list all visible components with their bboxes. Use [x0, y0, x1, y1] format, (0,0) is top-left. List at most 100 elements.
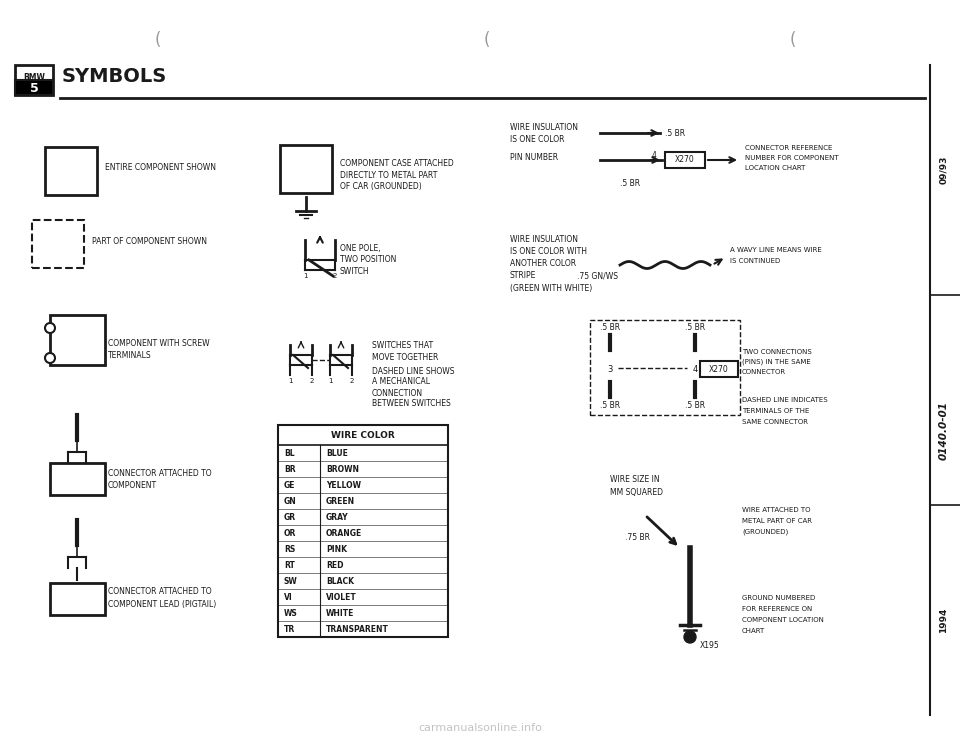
Text: DASHED LINE SHOWS: DASHED LINE SHOWS: [372, 367, 454, 376]
Text: 1: 1: [288, 378, 292, 384]
Text: CONNECTOR ATTACHED TO: CONNECTOR ATTACHED TO: [108, 588, 211, 597]
Bar: [50, 463, 105, 495]
Text: RT: RT: [284, 560, 295, 569]
Text: CONNECTOR: CONNECTOR: [742, 369, 786, 375]
Bar: [665, 152, 705, 168]
Text: TRANSPARENT: TRANSPARENT: [326, 624, 389, 633]
Text: WIRE INSULATION: WIRE INSULATION: [510, 236, 578, 245]
Text: TERMINALS OF THE: TERMINALS OF THE: [742, 408, 809, 414]
Text: CHART: CHART: [742, 628, 765, 634]
Text: 4: 4: [652, 152, 657, 161]
Text: GROUND NUMBERED: GROUND NUMBERED: [742, 595, 815, 601]
Bar: [15, 65, 53, 95]
Text: CONNECTION: CONNECTION: [372, 388, 423, 397]
Text: METAL PART OF CAR: METAL PART OF CAR: [742, 518, 812, 524]
Bar: [45, 147, 97, 195]
Text: TERMINALS: TERMINALS: [108, 350, 152, 359]
Text: YELLOW: YELLOW: [326, 481, 361, 490]
Text: STRIPE: STRIPE: [510, 272, 537, 280]
Bar: [700, 361, 738, 377]
Text: carmanualsonline.info: carmanualsonline.info: [418, 723, 542, 733]
Text: COMPONENT LEAD (PIGTAIL): COMPONENT LEAD (PIGTAIL): [108, 600, 216, 609]
Text: RS: RS: [284, 545, 296, 554]
Bar: [50, 583, 105, 615]
Text: 2: 2: [310, 378, 314, 384]
Text: .5 BR: .5 BR: [620, 179, 640, 187]
Text: .5 BR: .5 BR: [600, 322, 620, 332]
Text: COMPONENT WITH SCREW: COMPONENT WITH SCREW: [108, 339, 209, 347]
Text: .75 GN/WS: .75 GN/WS: [577, 272, 618, 280]
Text: BETWEEN SWITCHES: BETWEEN SWITCHES: [372, 400, 451, 408]
Text: 1: 1: [302, 273, 307, 279]
Text: A MECHANICAL: A MECHANICAL: [372, 377, 430, 386]
Text: IS ONE COLOR: IS ONE COLOR: [510, 135, 564, 144]
Text: .5 BR: .5 BR: [684, 400, 705, 409]
Text: BLUE: BLUE: [326, 449, 348, 458]
Text: TWO CONNECTIONS: TWO CONNECTIONS: [742, 349, 812, 355]
Text: WIRE INSULATION: WIRE INSULATION: [510, 124, 578, 132]
Circle shape: [45, 323, 55, 333]
Text: 09/93: 09/93: [940, 155, 948, 185]
Text: BR: BR: [284, 464, 296, 473]
Text: 2: 2: [333, 273, 337, 279]
Text: MOVE TOGETHER: MOVE TOGETHER: [372, 353, 439, 362]
Text: WS: WS: [284, 609, 298, 618]
Text: .5 BR: .5 BR: [665, 129, 685, 138]
Text: DASHED LINE INDICATES: DASHED LINE INDICATES: [742, 397, 828, 403]
Text: 1994: 1994: [940, 607, 948, 632]
Text: WIRE SIZE IN: WIRE SIZE IN: [610, 475, 660, 484]
Text: COMPONENT LOCATION: COMPONENT LOCATION: [742, 617, 824, 623]
Text: VI: VI: [284, 592, 293, 601]
Text: X195: X195: [700, 641, 720, 650]
Text: (GREEN WITH WHITE): (GREEN WITH WHITE): [510, 283, 592, 292]
Circle shape: [45, 353, 55, 363]
Text: (PINS) IN THE SAME: (PINS) IN THE SAME: [742, 359, 811, 365]
Bar: [590, 320, 740, 415]
Text: SAME CONNECTOR: SAME CONNECTOR: [742, 419, 808, 425]
Text: (GROUNDED): (GROUNDED): [742, 529, 788, 535]
Text: .5 BR: .5 BR: [600, 400, 620, 409]
Text: GR: GR: [284, 513, 296, 522]
Text: SYMBOLS: SYMBOLS: [62, 68, 167, 86]
Text: ONE POLE,: ONE POLE,: [340, 243, 380, 252]
Text: BL: BL: [284, 449, 295, 458]
Text: GRAY: GRAY: [326, 513, 348, 522]
Text: SW: SW: [284, 577, 298, 586]
Text: RED: RED: [326, 560, 344, 569]
Text: OR: OR: [284, 528, 297, 537]
Bar: [32, 220, 84, 268]
Text: .5 BR: .5 BR: [684, 322, 705, 332]
Bar: [15, 80, 53, 95]
Text: WHITE: WHITE: [326, 609, 354, 618]
Text: CONNECTOR ATTACHED TO: CONNECTOR ATTACHED TO: [108, 469, 211, 478]
Text: WIRE ATTACHED TO: WIRE ATTACHED TO: [742, 507, 810, 513]
Text: OF CAR (GROUNDED): OF CAR (GROUNDED): [340, 182, 421, 191]
Text: 4: 4: [692, 365, 698, 374]
Text: PART OF COMPONENT SHOWN: PART OF COMPONENT SHOWN: [92, 237, 207, 246]
Text: 5: 5: [30, 82, 38, 94]
Text: BLACK: BLACK: [326, 577, 354, 586]
Circle shape: [684, 631, 696, 643]
Text: A WAVY LINE MEANS WIRE: A WAVY LINE MEANS WIRE: [730, 247, 822, 253]
Text: 2: 2: [349, 378, 354, 384]
Text: DIRECTLY TO METAL PART: DIRECTLY TO METAL PART: [340, 170, 438, 179]
Text: BROWN: BROWN: [326, 464, 359, 473]
Text: (: (: [790, 31, 796, 49]
Text: X270: X270: [675, 155, 695, 164]
Text: MM SQUARED: MM SQUARED: [610, 487, 663, 496]
Text: SWITCH: SWITCH: [340, 268, 370, 277]
Text: TWO POSITION: TWO POSITION: [340, 255, 396, 265]
Bar: [280, 145, 332, 193]
Text: PINK: PINK: [326, 545, 347, 554]
Bar: [278, 425, 448, 637]
Text: VIOLET: VIOLET: [326, 592, 357, 601]
Text: FOR REFERENCE ON: FOR REFERENCE ON: [742, 606, 812, 612]
Text: 1: 1: [327, 378, 332, 384]
Text: GN: GN: [284, 496, 297, 505]
Text: LOCATION CHART: LOCATION CHART: [745, 165, 805, 171]
Text: SWITCHES THAT: SWITCHES THAT: [372, 341, 433, 350]
Text: GREEN: GREEN: [326, 496, 355, 505]
Text: GE: GE: [284, 481, 296, 490]
Text: BMW: BMW: [23, 72, 45, 82]
Bar: [50, 315, 105, 365]
